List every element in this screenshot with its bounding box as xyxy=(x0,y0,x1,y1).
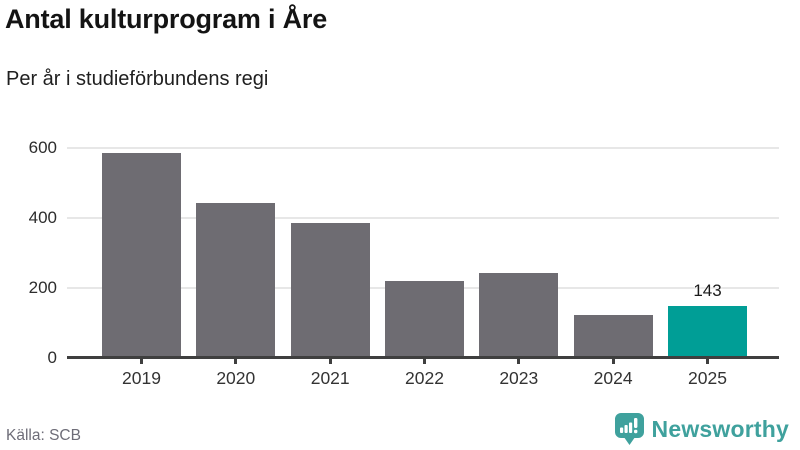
gridline-400 xyxy=(67,216,779,219)
x-tick-2023 xyxy=(517,359,521,364)
source-label: Källa: SCB xyxy=(6,427,81,444)
y-tick-label-600: 600 xyxy=(28,137,57,157)
bar-2025 xyxy=(668,306,747,356)
bar-2023 xyxy=(479,273,559,356)
x-axis-line xyxy=(67,356,779,359)
y-tick-label-0: 0 xyxy=(47,347,57,367)
bar-2020 xyxy=(196,203,276,356)
x-tick-label-2023: 2023 xyxy=(499,368,539,388)
x-tick-2024 xyxy=(611,359,615,364)
bar-2019 xyxy=(102,153,181,356)
y-tick-label-400: 400 xyxy=(28,207,57,227)
bar-2022 xyxy=(385,281,464,356)
gridline-600 xyxy=(67,146,779,149)
y-tick-label-200: 200 xyxy=(28,277,57,297)
x-tick-2019 xyxy=(140,359,143,364)
chart-title: Antal kulturprogram i Åre xyxy=(5,4,328,34)
x-tick-2025 xyxy=(706,359,709,364)
value-label-2025: 143 xyxy=(693,281,722,300)
x-tick-label-2020: 2020 xyxy=(216,368,256,388)
newsworthy-wordmark: Newsworthy xyxy=(651,415,789,442)
x-tick-label-2022: 2022 xyxy=(405,368,444,388)
x-tick-label-2025: 2025 xyxy=(688,368,727,388)
x-tick-label-2024: 2024 xyxy=(593,368,633,388)
bar-2021 xyxy=(290,223,370,356)
bar-2024 xyxy=(573,315,653,356)
x-tick-2020 xyxy=(234,359,238,364)
newsworthy-bubble-chart-icon xyxy=(614,413,644,445)
x-tick-2021 xyxy=(328,359,332,364)
chart-subtitle: Per år i studieförbundens regi xyxy=(6,68,269,90)
x-tick-label-2021: 2021 xyxy=(310,368,350,388)
x-tick-label-2019: 2019 xyxy=(122,368,161,388)
x-tick-2022 xyxy=(423,359,426,364)
newsworthy-logo: Newsworthy xyxy=(614,413,789,445)
